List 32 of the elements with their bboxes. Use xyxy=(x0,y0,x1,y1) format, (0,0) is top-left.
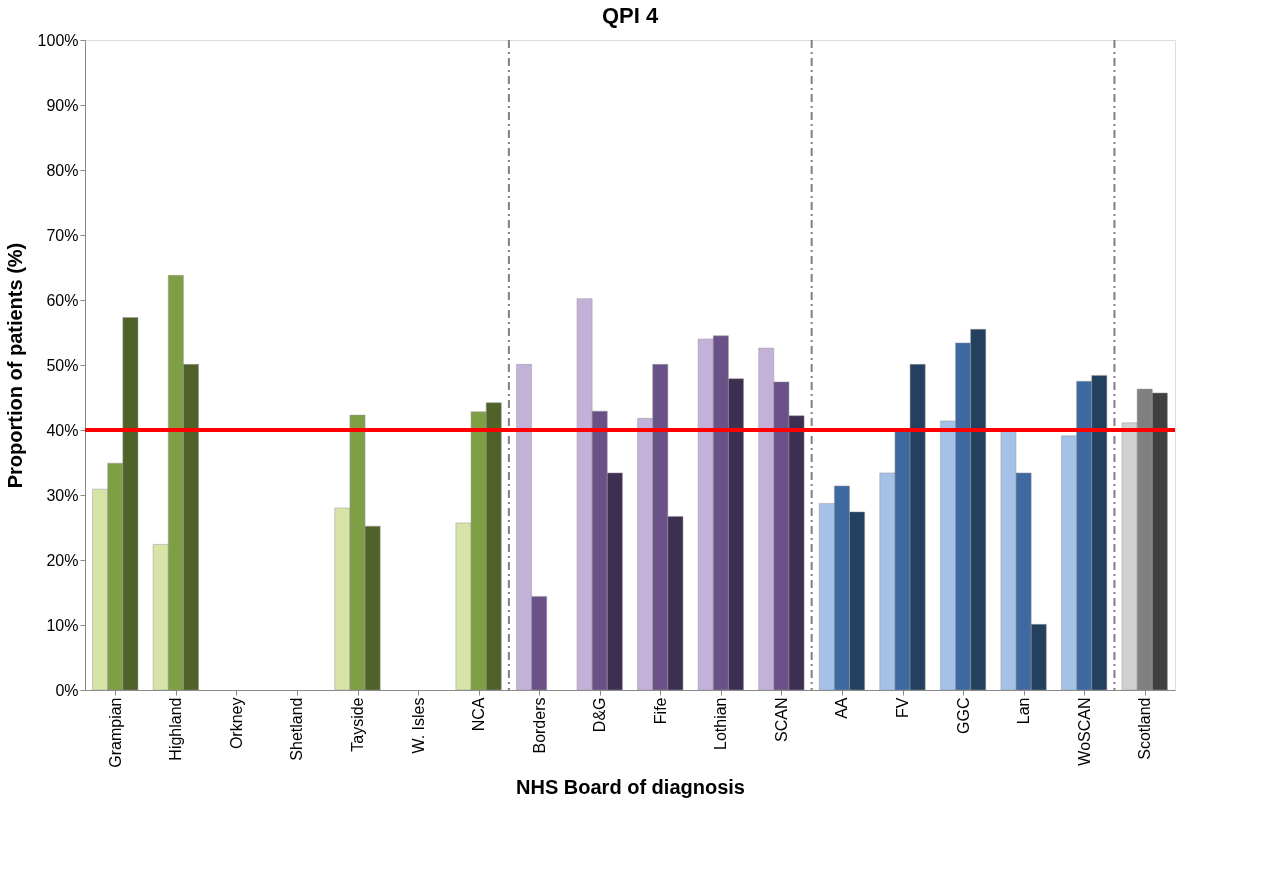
y-tick-label: 80% xyxy=(46,161,79,179)
x-tick-label: D&G xyxy=(591,697,609,733)
x-tick-label: Orkney xyxy=(227,697,245,750)
x-tick-label: Grampian xyxy=(106,697,124,768)
x-tick-label: NCA xyxy=(470,697,488,732)
y-tick-label: 20% xyxy=(46,551,79,569)
x-axis-title: NHS Board of diagnosis xyxy=(516,775,745,798)
x-tick-label: Fife xyxy=(651,697,669,725)
y-tick-label: 70% xyxy=(46,226,79,244)
x-tick-label: Borders xyxy=(530,697,548,754)
x-tick-label: Tayside xyxy=(349,697,366,752)
y-tick-label: 30% xyxy=(46,486,79,504)
y-tick-label: 100% xyxy=(37,31,79,49)
x-tick-label: Scotland xyxy=(1136,697,1154,760)
y-tick-label: 10% xyxy=(46,616,79,634)
y-tick-label: 60% xyxy=(46,291,79,309)
y-tick-label: 90% xyxy=(46,96,79,114)
x-tick-label: Lothian xyxy=(712,697,730,750)
y-tick-label: 50% xyxy=(46,356,79,374)
x-tick-label: Lan xyxy=(1015,697,1033,725)
x-tick-label: AA xyxy=(833,697,851,719)
x-tick-label: GGC xyxy=(954,697,972,734)
x-tick-label: Shetland xyxy=(288,697,306,761)
y-tick-label: 40% xyxy=(46,421,79,439)
x-tick-label: W. Isles xyxy=(409,697,427,754)
x-tick-label: FV xyxy=(894,697,911,718)
y-tick-label: 0% xyxy=(55,681,79,699)
x-tick-label: SCAN xyxy=(772,697,790,742)
chart-title: QPI 4 xyxy=(601,3,659,28)
y-axis-title: Proportion of patients (%) xyxy=(3,242,26,489)
x-tick-label: WoSCAN xyxy=(1075,697,1093,766)
x-tick-label: Highland xyxy=(167,697,185,761)
